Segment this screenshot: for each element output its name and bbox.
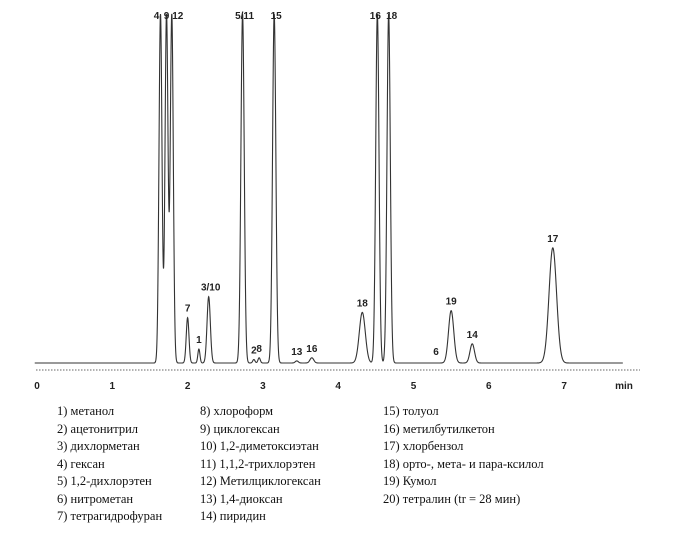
peak-label: 7	[185, 304, 191, 315]
legend-column-1: 1) метанол 2) ацетонитрил 3) дихлорметан…	[57, 403, 162, 526]
legend-item: 6) нитрометан	[57, 491, 134, 506]
chromatogram-trace	[34, 13, 623, 364]
peak-label: 17	[547, 234, 559, 245]
legend-column-3: 15) толуол 16) метилбутилкетон 17) хлорб…	[383, 403, 544, 508]
legend-column-2: 8) хлороформ 9) циклогексан 10) 1,2-диме…	[200, 403, 321, 526]
peak-label: 15	[271, 11, 283, 22]
peak-label: 19	[446, 297, 458, 308]
peak-label: 3/10	[201, 283, 221, 294]
x-tick-label: 5	[411, 381, 417, 392]
legend-item: 9) циклогексан	[200, 421, 280, 436]
peak-label: 18	[357, 298, 369, 309]
peak-label: 6	[433, 347, 439, 358]
x-tick-label: 1	[110, 381, 116, 392]
legend-item: 17) хлорбензол	[383, 439, 464, 453]
peak-label: 16	[306, 344, 318, 355]
legend-item: 15) толуол	[383, 404, 439, 418]
peak-label: 16	[370, 11, 382, 22]
legend-item: 2) ацетонитрил	[57, 421, 139, 436]
x-tick-label: 0	[34, 381, 40, 392]
legend-item: 5) 1,2-дихлорэтен	[57, 474, 152, 488]
legend-item: 14) пиридин	[200, 509, 266, 523]
peak-label: 2	[251, 346, 257, 357]
legend-item: 19) Кумол	[383, 474, 437, 488]
peak-label: 4	[154, 11, 160, 22]
peak-label: 13	[291, 347, 303, 358]
x-tick-label: 4	[335, 381, 341, 392]
legend-item: 18) орто-, мета- и пара-ксилол	[383, 456, 544, 471]
legend-item: 7) тетрагидрофуран	[57, 509, 163, 523]
legend-item: 8) хлороформ	[200, 404, 274, 418]
legend-item: 4) гексан	[57, 456, 105, 471]
x-tick-label: 2	[185, 381, 191, 392]
legend-item: 3) дихлорметан	[57, 439, 140, 453]
x-tick-label: 6	[486, 381, 492, 392]
legend-item: 16) метилбутилкетон	[383, 421, 495, 436]
legend-item: 1) метанол	[57, 404, 115, 418]
compound-legend: 1) метанол 2) ацетонитрил 3) дихлорметан…	[0, 403, 679, 538]
x-axis-unit-label: min	[615, 381, 633, 392]
peak-label: 9	[164, 11, 170, 22]
peak-label: 5/11	[235, 11, 254, 22]
peak-label: 8	[256, 344, 262, 355]
x-tick-label: 7	[561, 381, 567, 392]
x-tick-label: 3	[260, 381, 266, 392]
peak-label: 12	[172, 11, 184, 22]
legend-item: 12) Метилциклогексан	[200, 474, 321, 488]
legend-item: 10) 1,2-диметоксиэтан	[200, 439, 319, 453]
legend-item: 13) 1,4-диоксан	[200, 491, 283, 506]
legend-item: 11) 1,1,2-трихлорэтен	[200, 456, 316, 471]
peak-label: 18	[386, 11, 398, 22]
x-axis: 0 1 2 3 4 5 6 7 min	[34, 369, 640, 392]
peak-label: 14	[467, 330, 479, 341]
legend-item: 20) тетралин (tr = 28 мин)	[383, 491, 521, 506]
peak-label: 1	[196, 335, 202, 346]
